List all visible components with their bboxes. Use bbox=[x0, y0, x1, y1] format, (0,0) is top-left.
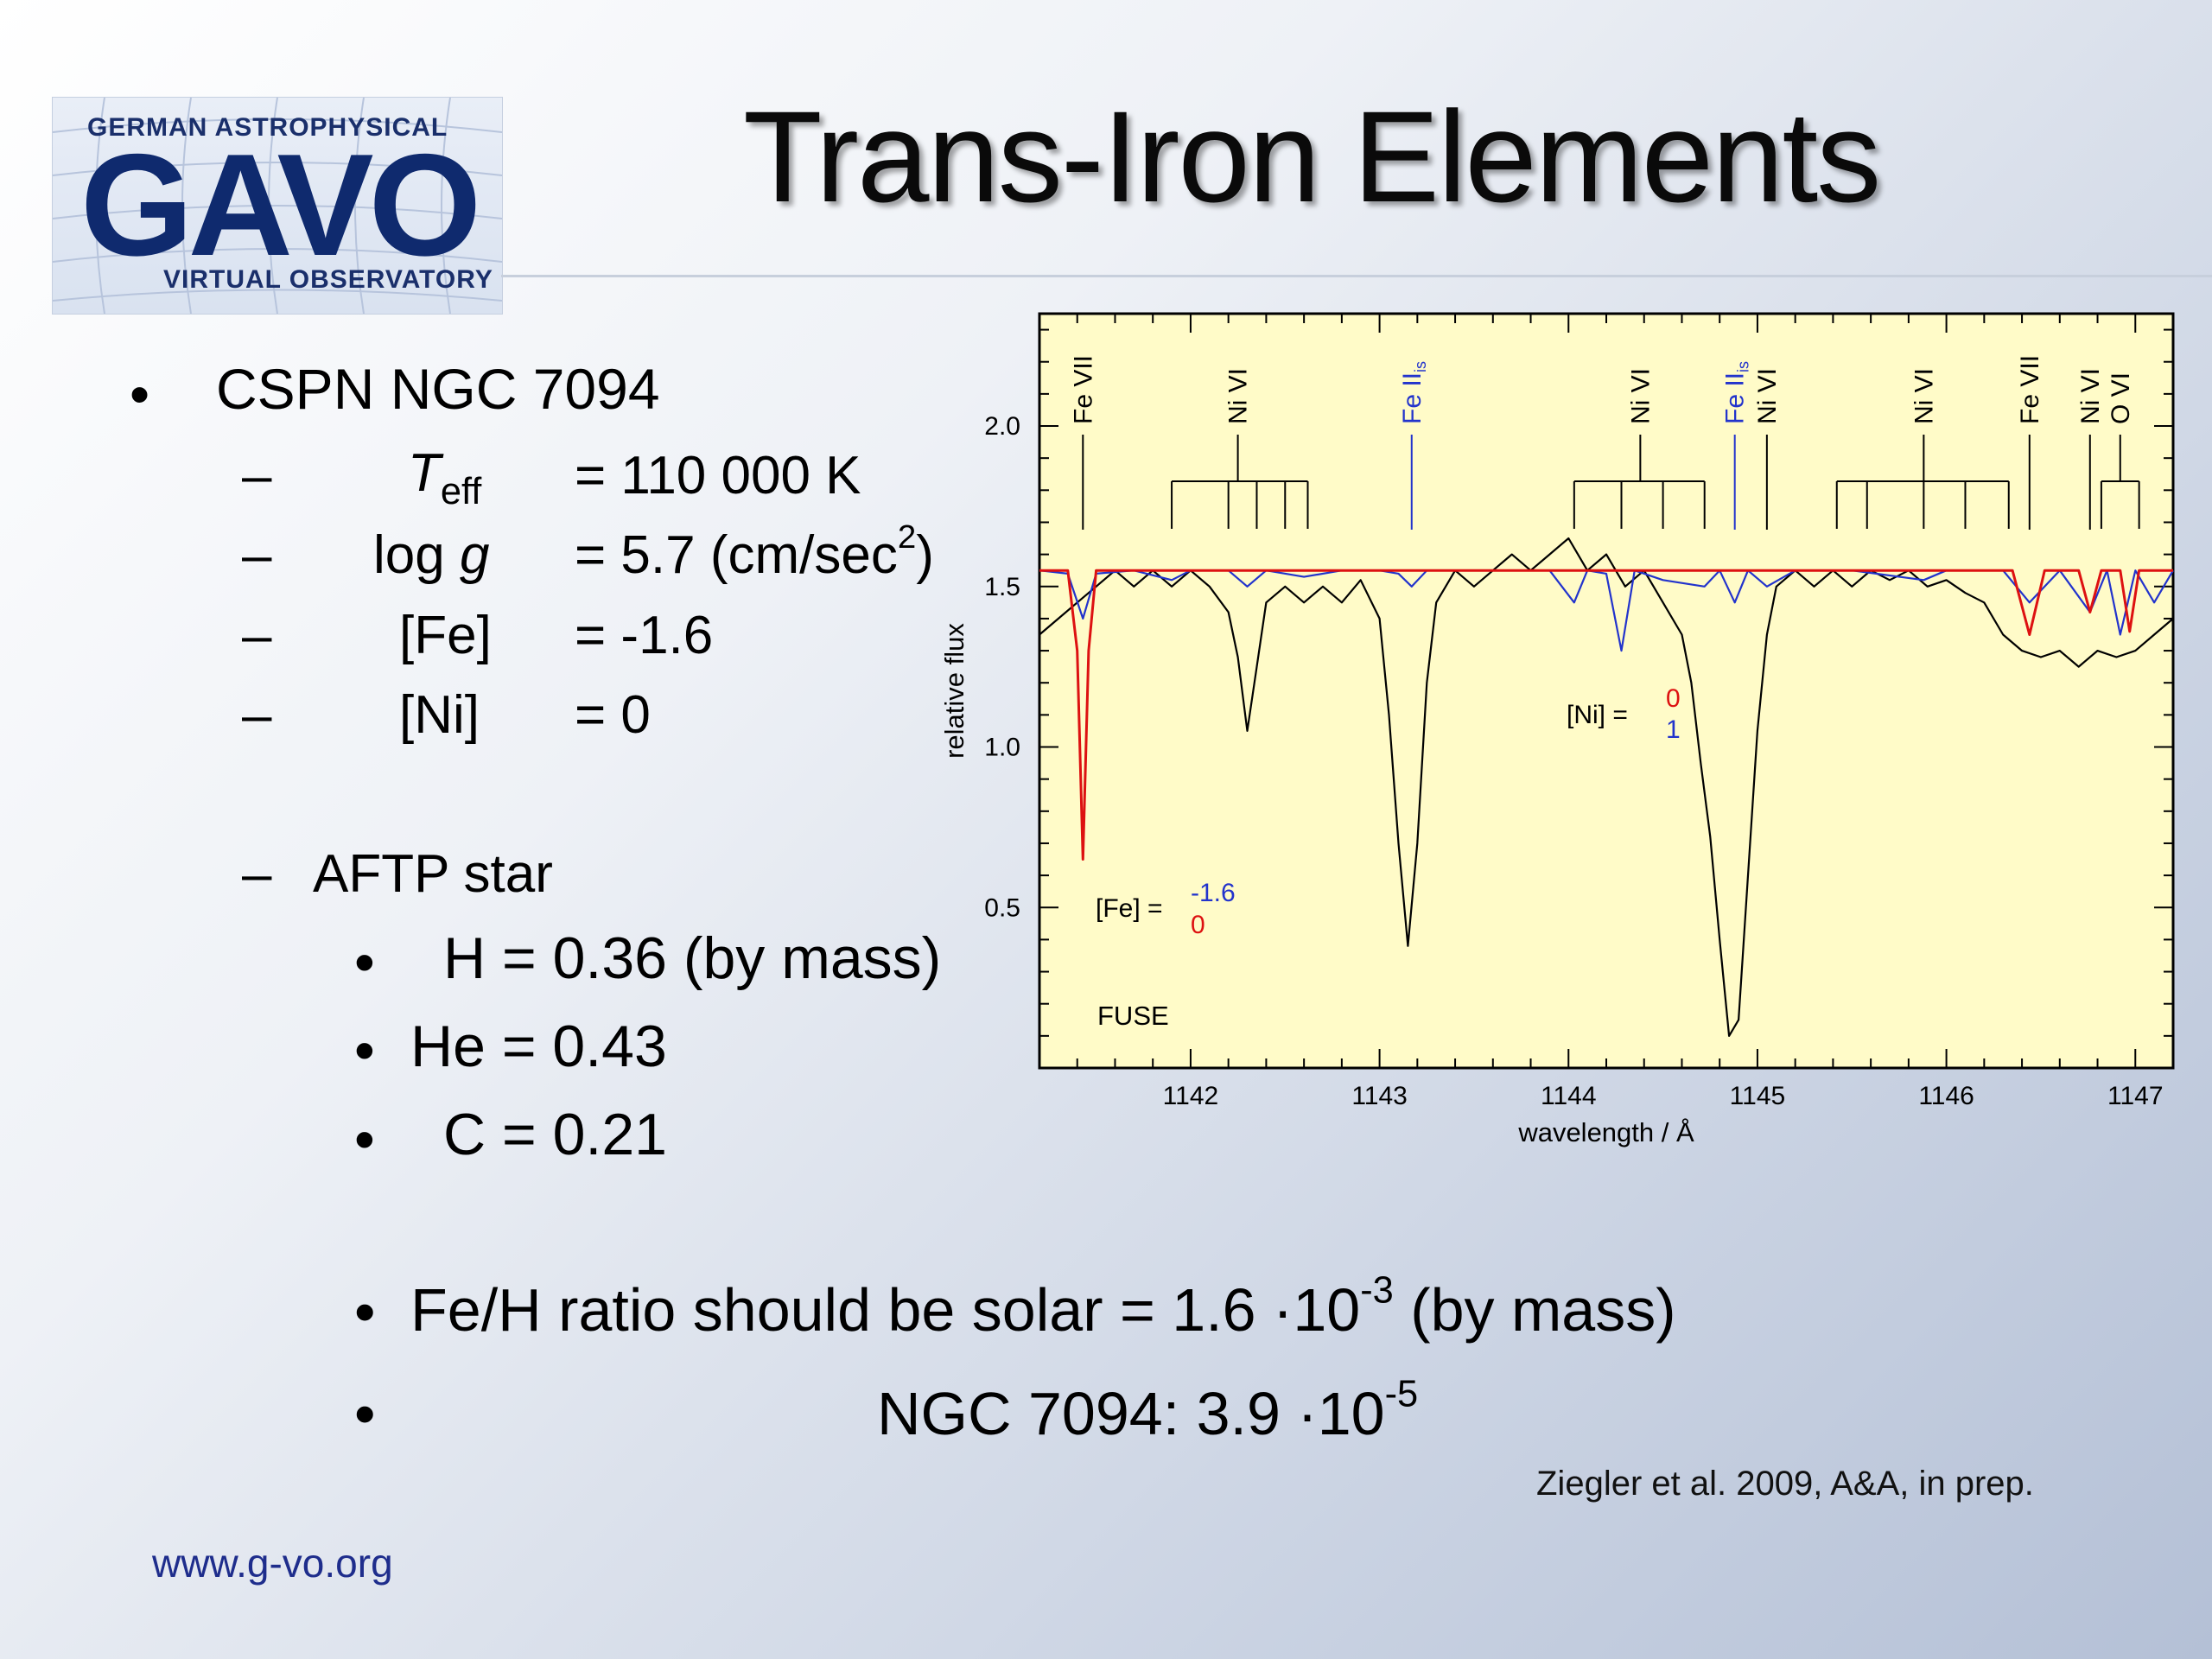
x-tick-label: 1144 bbox=[1541, 1082, 1597, 1110]
bullet-dot: • bbox=[354, 1018, 375, 1084]
x-axis-label: wavelength / Å bbox=[1517, 1117, 1694, 1147]
line-id-marker: Ni VI bbox=[1573, 368, 1706, 529]
ni-annotation-value: 0 bbox=[1666, 684, 1681, 713]
param-teff-value: = 110 000 K bbox=[575, 446, 861, 505]
line-id-label: Fe VII bbox=[2016, 355, 2044, 424]
website-link[interactable]: www.g-vo.org bbox=[152, 1541, 393, 1586]
citation: Ziegler et al. 2009, A&A, in prep. bbox=[1536, 1465, 2034, 1503]
param-teff-label: Teff bbox=[408, 443, 482, 513]
fe-annotation-label: [Fe] = bbox=[1096, 894, 1163, 923]
line-id-marker: Fe VII bbox=[2016, 355, 2044, 530]
fe-annotation-value: 0 bbox=[1191, 911, 1205, 939]
param-fe-label: [Fe] bbox=[399, 606, 492, 665]
line-id-subscript: is bbox=[1735, 361, 1752, 372]
bullet-dot: • bbox=[130, 362, 150, 426]
logo-bottom-text: VIRTUAL OBSERVATORY bbox=[163, 265, 493, 294]
param-logg-value: = 5.7 (cm/sec2) bbox=[575, 518, 934, 585]
line-id-label: Ni VI bbox=[1753, 368, 1782, 424]
line-id-label: Ni VI bbox=[1224, 368, 1253, 424]
abundance-he: He = 0.43 bbox=[410, 1014, 667, 1079]
title-divider bbox=[501, 275, 2212, 277]
fe-annotation-value: -1.6 bbox=[1191, 879, 1236, 907]
line-id-marker: Ni VI bbox=[1753, 368, 1782, 530]
y-tick-label: 1.0 bbox=[984, 734, 1020, 762]
param-ni-value: = 0 bbox=[575, 685, 651, 745]
param-dash: – bbox=[242, 525, 272, 585]
y-tick-label: 1.5 bbox=[984, 573, 1020, 601]
bullet-dot: • bbox=[354, 1107, 375, 1173]
param-logg-label: log g bbox=[373, 525, 490, 585]
line-id-subscript: is bbox=[1412, 361, 1429, 372]
ngc-ratio-line: NGC 7094: 3.9 ·10-5 bbox=[877, 1373, 1419, 1447]
line-id-marker: Ni VI bbox=[2076, 368, 2105, 530]
spectrum-series-0 bbox=[1039, 537, 2174, 1038]
y-tick-label: 2.0 bbox=[984, 412, 1020, 441]
line-id-marker: Fe VII bbox=[1069, 355, 1097, 530]
spectrum-series-2 bbox=[1039, 569, 2173, 861]
bullet-dot: • bbox=[354, 1380, 376, 1447]
ni-annotation-value: 1 bbox=[1666, 715, 1681, 744]
ni-annotation-label: [Ni] = bbox=[1567, 701, 1628, 729]
y-axis-label: relative flux bbox=[939, 623, 969, 759]
line-id-label: Fe VII bbox=[1069, 355, 1097, 424]
x-tick-label: 1143 bbox=[1351, 1082, 1408, 1110]
abundance-h: H = 0.36 (by mass) bbox=[443, 925, 942, 991]
param-dash: – bbox=[242, 685, 272, 745]
logo-grid-graphic bbox=[53, 98, 502, 314]
aftp-dash: – bbox=[242, 844, 272, 904]
param-ni-label: [Ni] bbox=[399, 685, 480, 745]
param-dash: – bbox=[242, 446, 272, 505]
line-id-label: Ni VI bbox=[2076, 368, 2105, 424]
param-dash: – bbox=[242, 606, 272, 665]
line-id-label: Ni VI bbox=[1910, 368, 1938, 424]
slide-title: Trans-Iron Elements bbox=[743, 84, 1881, 229]
abundance-c: C = 0.21 bbox=[443, 1102, 667, 1167]
line-id-marker: O VI bbox=[2100, 372, 2140, 529]
bullet-dot: • bbox=[354, 1278, 376, 1345]
aftp-label: AFTP star bbox=[313, 844, 553, 904]
gavo-logo[interactable]: GERMAN ASTROPHYSICAL GAVO VIRTUAL OBSERV… bbox=[52, 97, 503, 315]
object-name: CSPN NGC 7094 bbox=[216, 357, 660, 421]
line-id-marker: Ni VI bbox=[1171, 368, 1309, 529]
y-tick-label: 0.5 bbox=[984, 893, 1020, 922]
logo-top-text: GERMAN ASTROPHYSICAL bbox=[87, 113, 448, 142]
spectrum-chart: 1142 1143 1144 1145 1146 1147 0.5 1.0 1.5 2.0 Fe … bbox=[939, 312, 2175, 1147]
line-id-marker: Ni VI bbox=[1835, 368, 2010, 529]
bullet-dot: • bbox=[354, 930, 375, 995]
logo-main-text: GAVO bbox=[80, 124, 481, 286]
x-tick-label: 1142 bbox=[1163, 1082, 1219, 1110]
line-id-label: Ni VI bbox=[1626, 368, 1655, 424]
x-tick-label: 1146 bbox=[1918, 1082, 1974, 1110]
x-tick-label: 1145 bbox=[1730, 1082, 1786, 1110]
x-tick-label: 1147 bbox=[2107, 1082, 2164, 1110]
param-fe-value: = -1.6 bbox=[575, 606, 714, 665]
plot-background bbox=[1038, 312, 2175, 1070]
instrument-label: FUSE bbox=[1097, 1001, 1169, 1031]
line-id-label: O VI bbox=[2107, 372, 2135, 424]
fe-h-ratio-line: Fe/H ratio should be solar = 1.6 ·10-3 (… bbox=[410, 1269, 1676, 1344]
